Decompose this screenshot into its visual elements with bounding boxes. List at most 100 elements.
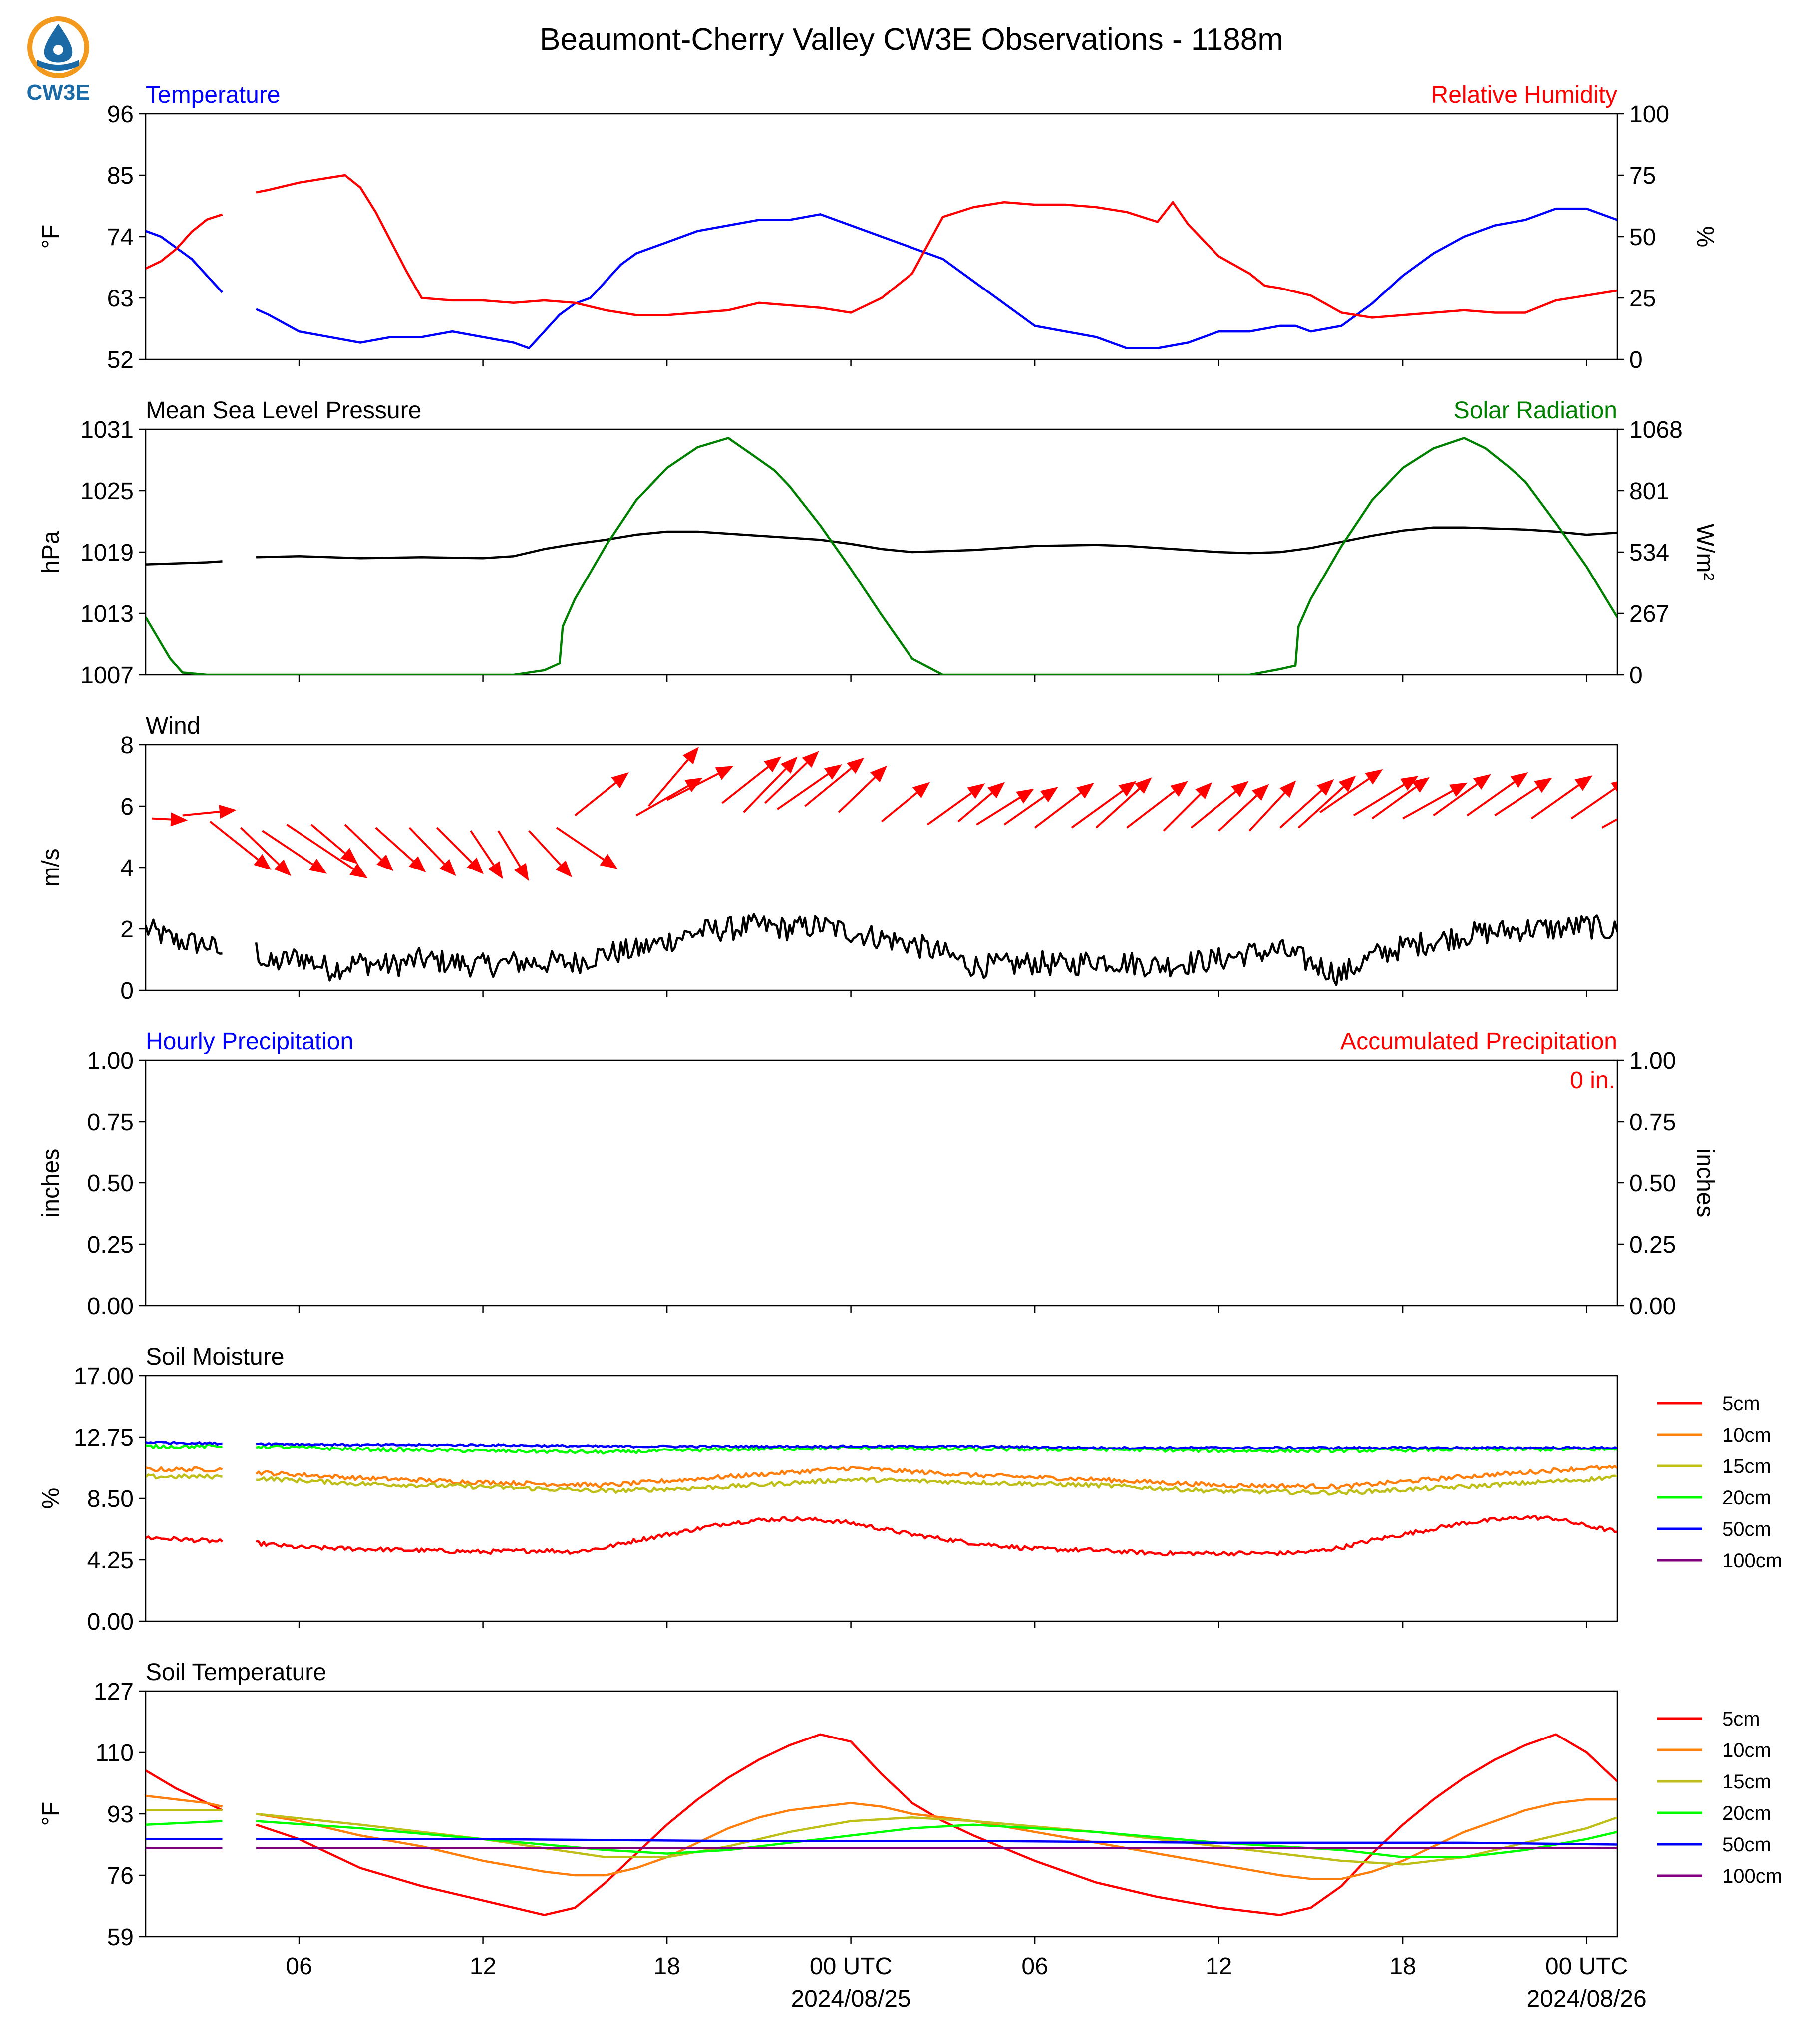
y-axis-label: m/s [38,848,64,886]
y-tick-label: 0.00 [87,1293,134,1320]
y-tick-label: 1.00 [87,1048,134,1074]
series-line-st10 [146,1794,223,1808]
wind-vector [721,766,769,804]
wind-vector [1279,790,1322,829]
wind-vector [182,811,220,817]
wind-vector [926,792,972,826]
wind-vector [881,792,918,823]
y-right-tick-label: 0.50 [1629,1170,1676,1197]
x-tick-label: 06 [1021,1953,1048,1980]
wind-vector-head [1040,787,1058,803]
y-tick-label: 4.25 [87,1547,134,1574]
y-tick-label: 1013 [80,601,134,627]
x-tick-date-label: 2024/08/26 [1526,1986,1646,2012]
panel-title-left: Temperature [146,82,280,108]
wind-vector-head [1170,781,1188,797]
y-right-tick-label: 267 [1629,601,1669,627]
wind-vector-head [967,783,985,799]
legend-label: 100cm [1722,1550,1782,1572]
wind-vector [743,768,787,813]
wind-vector [286,824,354,870]
accumulated-total-label: 0 in. [1570,1067,1615,1094]
wind-vector-head [349,863,368,878]
wind-vector [1371,786,1417,820]
legend-label: 20cm [1722,1487,1771,1509]
legend-label: 50cm [1722,1518,1771,1540]
wind-vector-head [1016,788,1034,804]
y-tick-label: 12.75 [74,1425,134,1451]
legend: 5cm 10cm 15cm 20cm 50cm 100cm [1657,1708,1782,1887]
wind-vector [838,776,876,813]
panel-title-right: Relative Humidity [1431,82,1617,108]
panel-title-left: Wind [146,713,200,739]
series-line-rh [256,174,1617,319]
series-group [146,1440,1617,1557]
wind-vector-head [1251,784,1269,801]
wind-vector-head [1134,777,1152,794]
series-line-st5 [256,1733,1617,1916]
y-axis-label: °F [38,225,64,249]
wind-vector-head [170,812,188,827]
wind-vector-head [274,859,292,876]
wind-vector [470,830,495,866]
legend-label: 20cm [1722,1802,1771,1824]
panel-title-left: Soil Moisture [146,1344,284,1370]
panel-title-left: Mean Sea Level Pressure [146,397,421,424]
wind-vector [804,767,852,807]
y-tick-label: 0.00 [87,1609,134,1635]
wind-vector [1191,791,1236,829]
panel-title-right: Solar Radiation [1454,397,1617,424]
panel-1: 52 63 74 85 96 0 25 50 75 100 Temperature Relative … [38,82,1718,373]
series-line-wind [255,913,1617,986]
wind-vector-head [1400,776,1419,791]
cw3e-drop-logo-icon [27,16,89,78]
legend-label: 15cm [1722,1771,1771,1793]
y-tick-label: 17.00 [74,1363,134,1390]
wind-vector-head [684,777,703,792]
y-axis-label: hPa [38,531,64,574]
series-line-mslp [146,560,223,566]
wind-vector [647,759,689,807]
series-line-st20 [146,1820,223,1826]
y-right-tick-label: 75 [1629,163,1656,189]
series-line-sm50 [146,1440,223,1446]
x-tick-label: 00 UTC [810,1953,892,1980]
wind-vector [209,821,259,861]
wind-vector-head [439,859,456,876]
y-right-tick-label: 0 [1629,347,1643,373]
x-tick-label: 00 UTC [1545,1953,1628,1980]
y-tick-label: 96 [107,101,134,128]
series-line-temp [146,230,224,293]
y-right-tick-label: 0.00 [1629,1293,1676,1320]
wind-vector [1248,792,1285,832]
wind-vector [976,797,1020,826]
y-tick-label: 1007 [80,662,134,689]
series-line-sm15 [256,1474,1617,1496]
wind-vector [240,827,280,866]
x-tick-label: 12 [470,1953,496,1980]
y-tick-label: 4 [120,855,134,881]
y-tick-label: 0.50 [87,1170,134,1197]
panel-title-right: Accumulated Precipitation [1340,1028,1617,1055]
wind-vector-head [715,766,734,780]
series-line-sm10 [146,1466,223,1473]
legend-label: 5cm [1722,1393,1760,1415]
y-tick-label: 59 [107,1924,134,1951]
y-tick-label: 0.75 [87,1109,134,1136]
panel-5: 0.00 4.25 8.50 12.75 17.00 Soil Moisture% 5cm 1… [38,1344,1782,1635]
series-line-mslp [256,526,1617,560]
series-line-sm5 [256,1515,1617,1557]
wind-vector [497,830,521,867]
y-tick-label: 52 [107,347,134,373]
x-tick-label: 12 [1206,1953,1232,1980]
wind-vector-head [1473,774,1491,790]
wind-vector-head [1076,783,1094,799]
wind-vector [1319,778,1370,813]
wind-vector-head [764,756,782,773]
panel-title-left: Hourly Precipitation [146,1028,353,1055]
wind-vector-head [1611,781,1617,792]
y-right-tick-label: 25 [1629,286,1656,312]
wind-vector-head [987,782,1005,799]
y-tick-label: 8 [120,732,134,759]
y-tick-label: 0.25 [87,1232,134,1258]
